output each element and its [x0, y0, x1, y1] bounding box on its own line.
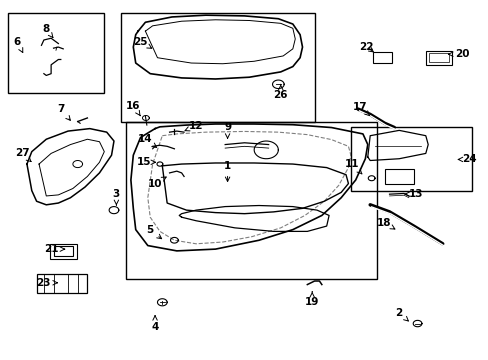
Bar [50, 244, 77, 259]
Bar [428, 53, 447, 62]
Bar [8, 13, 104, 93]
Text: 12: 12 [184, 121, 203, 131]
Text: 2: 2 [395, 308, 407, 321]
Text: 16: 16 [126, 100, 140, 116]
Text: 19: 19 [305, 292, 319, 307]
Text: 20: 20 [447, 49, 468, 59]
Text: 24: 24 [457, 154, 476, 165]
Text: 14: 14 [138, 134, 156, 148]
Text: 9: 9 [224, 122, 231, 138]
Bar [425, 51, 451, 65]
Bar [350, 127, 471, 191]
Bar [372, 53, 391, 63]
Text: 26: 26 [273, 84, 287, 100]
Text: 23: 23 [37, 278, 57, 288]
Bar [126, 122, 377, 279]
Text: 21: 21 [44, 244, 64, 254]
Text: 6: 6 [14, 37, 23, 53]
Text: 13: 13 [404, 189, 423, 199]
Bar [53, 246, 73, 256]
Text: 4: 4 [151, 316, 159, 332]
Text: 8: 8 [42, 24, 53, 37]
Text: 3: 3 [113, 189, 120, 205]
Text: 27: 27 [15, 148, 31, 162]
Text: 11: 11 [345, 159, 361, 174]
Text: 17: 17 [352, 102, 369, 116]
Text: 5: 5 [146, 225, 162, 239]
Text: 1: 1 [224, 161, 231, 181]
Text: 15: 15 [137, 157, 155, 167]
Bar [37, 274, 87, 293]
Text: 10: 10 [147, 177, 166, 189]
Bar [121, 13, 314, 122]
Text: 18: 18 [376, 217, 394, 229]
Text: 25: 25 [133, 37, 151, 48]
Text: 22: 22 [359, 42, 373, 52]
Text: 7: 7 [57, 104, 70, 120]
Bar [384, 169, 413, 184]
